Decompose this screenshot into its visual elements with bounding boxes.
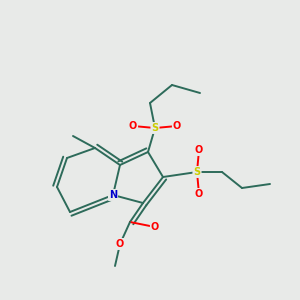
Text: O: O: [151, 222, 159, 232]
Text: O: O: [195, 145, 203, 155]
Text: O: O: [116, 239, 124, 249]
Text: O: O: [195, 189, 203, 199]
Text: N: N: [109, 190, 117, 200]
Text: S: S: [194, 167, 201, 177]
Text: S: S: [152, 123, 159, 133]
Text: O: O: [129, 121, 137, 131]
Text: O: O: [173, 121, 181, 131]
